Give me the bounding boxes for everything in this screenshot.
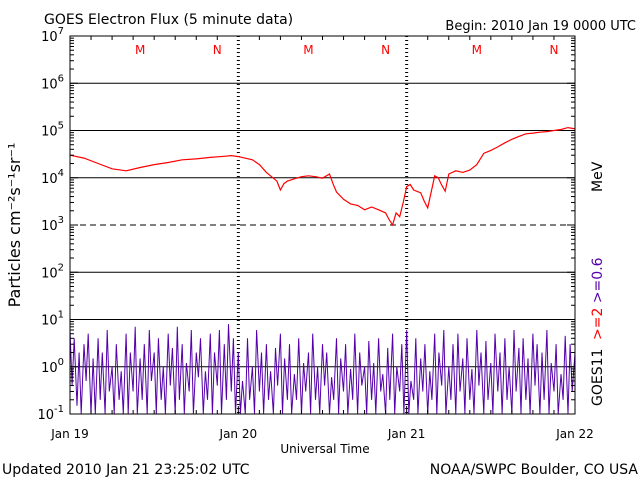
- y-tick-base: 10: [41, 314, 58, 329]
- y-tick-base: 10: [41, 125, 58, 140]
- y-tick-exponent: 0: [58, 357, 64, 368]
- marker-label: N: [213, 43, 222, 57]
- x-axis-label: Universal Time: [280, 442, 369, 456]
- source-credit: NOAA/SWPC Boulder, CO USA: [430, 462, 639, 478]
- marker-label: M: [303, 43, 313, 57]
- y-tick-base: 10: [41, 361, 58, 376]
- y-tick-exponent: 2: [58, 262, 64, 273]
- y-tick-base: 10: [41, 30, 58, 45]
- y-tick-label: 10-1: [37, 404, 64, 423]
- y-tick-label: 101: [41, 310, 64, 329]
- y-tick-base: 10: [41, 266, 58, 281]
- y-tick-exponent: 6: [58, 73, 64, 84]
- legend-energy-label: >=2 >=0.6: [590, 257, 606, 340]
- legend-satellite: GOES11: [590, 349, 606, 406]
- series-ge06mev: [69, 324, 576, 415]
- chart-title: GOES Electron Flux (5 minute data): [44, 12, 293, 28]
- x-tick-label: Jan 21: [387, 427, 426, 441]
- y-tick-label: 100: [41, 357, 64, 376]
- marker-label: N: [549, 43, 558, 57]
- y-tick-label: 105: [41, 121, 64, 140]
- y-tick-exponent: 5: [58, 121, 64, 132]
- marker-label: M: [135, 43, 145, 57]
- y-tick-base: 10: [41, 77, 58, 92]
- y-tick-base: 10: [41, 219, 58, 234]
- grid: [70, 82, 575, 368]
- x-axis-ticks: Jan 19 Jan 20 Jan 21 Jan 22: [50, 36, 594, 441]
- begin-date: Begin: 2010 Jan 19 0000 UTC: [445, 19, 636, 34]
- y-tick-exponent: -1: [54, 404, 64, 415]
- series-layer: [69, 126, 576, 415]
- y-tick-base: 10: [41, 172, 58, 187]
- y-tick-label: 102: [41, 262, 64, 281]
- marker-label: N: [381, 43, 390, 57]
- y-tick-base: 10: [37, 408, 54, 423]
- y-tick-label: 106: [41, 73, 64, 92]
- legend-unit-label: MeV: [590, 161, 606, 192]
- y-tick-label: 107: [41, 26, 64, 45]
- y-axis-label: Particles cm⁻²s⁻¹sr⁻¹: [5, 143, 24, 308]
- y-tick-label: 104: [41, 168, 64, 187]
- marker-label: M: [472, 43, 482, 57]
- y-tick-label: 103: [41, 215, 64, 234]
- y-tick-exponent: 4: [58, 168, 64, 179]
- y-tick-exponent: 3: [58, 215, 64, 226]
- series-ge2mev: [69, 126, 576, 227]
- y-tick-exponent: 1: [58, 310, 64, 321]
- legend-ge06: >=0.6: [590, 257, 606, 303]
- x-tick-label: Jan 19: [50, 427, 89, 441]
- updated-timestamp: Updated 2010 Jan 21 23:25:02 UTC: [2, 462, 250, 478]
- legend-ge2: >=2: [590, 303, 606, 340]
- y-tick-exponent: 7: [58, 26, 64, 37]
- x-tick-label: Jan 22: [555, 427, 594, 441]
- x-tick-label: Jan 20: [219, 427, 258, 441]
